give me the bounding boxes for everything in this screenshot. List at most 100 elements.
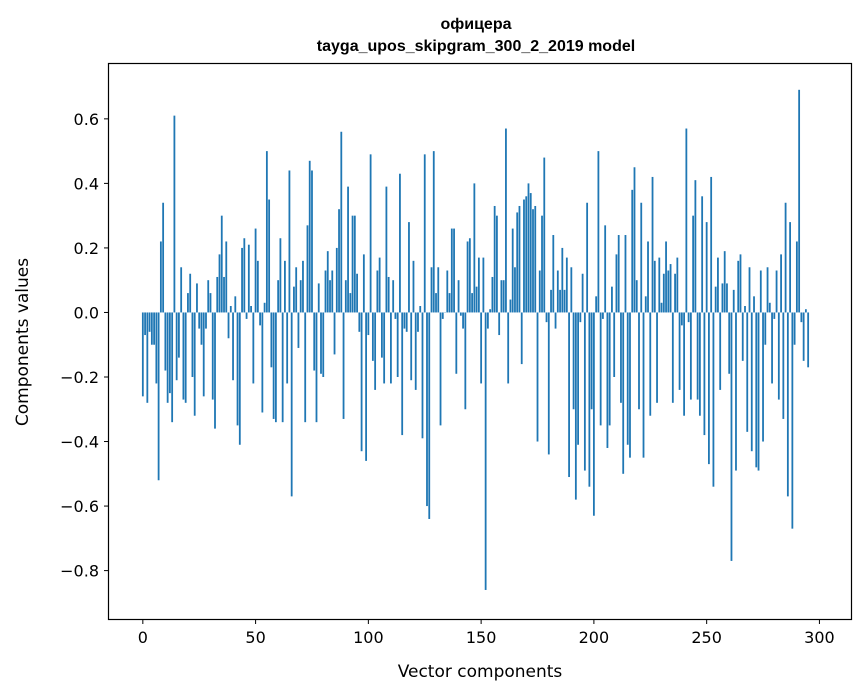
bar-112 — [394, 312, 397, 319]
bar-284 — [782, 312, 785, 419]
bar-187 — [563, 289, 566, 313]
bar-294 — [804, 309, 807, 313]
bar-229 — [658, 257, 661, 313]
bar-61 — [279, 238, 282, 313]
bar-139 — [455, 312, 458, 374]
bar-256 — [719, 312, 722, 390]
bar-36 — [223, 276, 225, 313]
bar-142 — [462, 312, 464, 329]
bar-175 — [536, 312, 539, 442]
bar-2 — [146, 312, 149, 403]
bar-23 — [193, 312, 196, 416]
bar-249 — [703, 312, 706, 436]
bar-82 — [326, 251, 329, 313]
y-tick-label: −0.6 — [60, 497, 99, 516]
y-tick-label: 0.6 — [74, 110, 99, 129]
bar-178 — [543, 157, 546, 313]
bar-90 — [344, 280, 347, 313]
bar-291 — [798, 89, 801, 313]
bar-182 — [552, 235, 555, 313]
bar-201 — [595, 296, 598, 313]
bar-43 — [238, 312, 241, 445]
bar-205 — [604, 225, 607, 313]
bar-261 — [730, 312, 733, 561]
bar-200 — [592, 312, 595, 516]
bar-288 — [791, 312, 794, 529]
bar-24 — [196, 283, 198, 313]
bar-233 — [667, 270, 670, 313]
y-tick-label: −0.8 — [60, 562, 99, 581]
plot-frame — [107, 62, 853, 621]
bar-94 — [353, 215, 356, 313]
bar-160 — [502, 280, 505, 313]
bar-3 — [148, 312, 151, 332]
bar-30 — [209, 293, 212, 313]
bar-89 — [342, 312, 345, 419]
bar-58 — [272, 312, 275, 419]
x-tick-label: 300 — [804, 628, 835, 647]
bar-190 — [570, 267, 573, 313]
bar-109 — [387, 276, 390, 313]
bar-19 — [184, 312, 187, 403]
bar-151 — [482, 257, 485, 313]
bar-173 — [532, 209, 534, 313]
bar-93 — [351, 215, 354, 313]
x-tick-label: 250 — [691, 628, 722, 647]
y-tick-label: 0.4 — [74, 174, 99, 193]
bar-227 — [653, 260, 656, 313]
bar-7 — [157, 312, 160, 481]
bar-122 — [417, 312, 419, 332]
bar-197 — [586, 202, 589, 313]
bar-11 — [166, 312, 169, 403]
bar-221 — [640, 202, 643, 313]
bar-170 — [525, 196, 528, 313]
bar-242 — [687, 312, 690, 323]
bar-145 — [468, 238, 471, 313]
bar-51 — [256, 260, 259, 313]
bar-172 — [529, 193, 532, 313]
bar-143 — [464, 312, 467, 410]
bar-54 — [263, 302, 266, 313]
bar-163 — [509, 299, 512, 313]
bar-184 — [556, 270, 559, 313]
bar-0 — [141, 312, 144, 397]
x-tick-label: 150 — [466, 628, 497, 647]
bar-74 — [308, 160, 311, 313]
bar-169 — [523, 199, 525, 313]
bar-49 — [252, 312, 255, 384]
bar-102 — [371, 312, 374, 361]
bar-130 — [435, 293, 437, 313]
bar-29 — [207, 280, 210, 313]
bar-16 — [178, 312, 180, 358]
bar-270 — [750, 312, 753, 452]
bar-295 — [807, 312, 810, 368]
bar-34 — [218, 254, 221, 313]
bar-146 — [471, 293, 473, 313]
bar-194 — [579, 312, 582, 323]
bar-192 — [574, 312, 577, 500]
bar-241 — [685, 128, 688, 313]
bar-255 — [717, 257, 719, 313]
bar-274 — [759, 270, 762, 313]
bar-44 — [241, 247, 243, 313]
bar-254 — [714, 286, 717, 313]
bar-188 — [565, 257, 568, 313]
bar-20 — [187, 293, 189, 313]
bar-96 — [358, 312, 361, 332]
bar-237 — [676, 257, 679, 313]
bar-136 — [448, 293, 451, 313]
bar-267 — [744, 306, 746, 313]
bar-240 — [683, 312, 685, 416]
bar-265 — [739, 254, 742, 313]
bar-25 — [198, 312, 201, 329]
bar-165 — [514, 267, 516, 313]
bar-107 — [383, 312, 386, 384]
bar-193 — [577, 312, 579, 445]
bar-141 — [459, 312, 462, 316]
x-axis-ticks: 0 50 100 150 200 250 300 — [138, 619, 835, 647]
bar-231 — [662, 273, 665, 313]
y-axis-label: Components values — [13, 258, 33, 426]
bar-206 — [606, 312, 609, 448]
bar-76 — [313, 312, 316, 371]
